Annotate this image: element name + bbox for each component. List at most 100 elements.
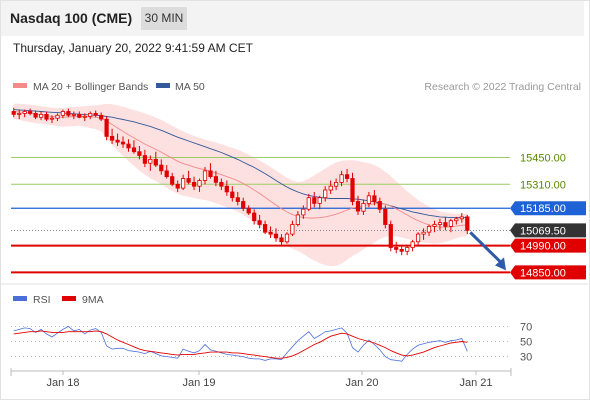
last-tag-3 xyxy=(510,223,586,238)
timeframe-button[interactable]: 30 MIN xyxy=(141,7,187,30)
ma20-line xyxy=(13,111,468,228)
x-axis-label: Jan 18 xyxy=(46,377,79,389)
candle xyxy=(142,155,147,164)
rsi-level-label-30: 30 xyxy=(520,352,532,364)
candle xyxy=(137,151,142,156)
candle xyxy=(27,111,33,114)
candle xyxy=(273,233,279,239)
candle xyxy=(60,111,66,116)
rsi-ma-legend-swatch xyxy=(62,296,76,301)
candle xyxy=(115,139,120,143)
ma50-legend-label: MA 50 xyxy=(175,81,205,93)
credit-text: Research © 2022 Trading Central xyxy=(424,81,581,93)
candle xyxy=(197,180,202,187)
candle xyxy=(415,233,421,243)
candle xyxy=(339,174,344,183)
candle xyxy=(317,197,322,204)
candle xyxy=(443,222,448,227)
candle xyxy=(377,201,382,210)
candle xyxy=(104,118,109,137)
rsi-legend-swatch xyxy=(13,296,27,301)
candle xyxy=(241,201,246,209)
resistance-label-0: 15450.00 xyxy=(520,152,566,164)
candle xyxy=(426,225,432,233)
candle xyxy=(394,247,399,250)
rsi-level-label-70: 70 xyxy=(520,321,532,333)
support-label-4: 14990.00 xyxy=(520,241,566,253)
candle xyxy=(372,195,377,202)
candle xyxy=(44,114,49,120)
candle xyxy=(290,224,295,235)
candle xyxy=(437,222,443,225)
candle xyxy=(262,224,268,233)
candle xyxy=(11,111,16,115)
bollinger-legend-label: MA 20 + Bollinger Bands xyxy=(33,81,148,93)
candle xyxy=(344,174,350,179)
header-bar: Nasdaq 100 (CME) 30 MIN xyxy=(0,0,584,36)
candle xyxy=(312,197,317,204)
candle xyxy=(126,143,131,149)
candle xyxy=(301,208,306,216)
rsi-ma-line xyxy=(13,330,468,359)
candle xyxy=(459,216,464,220)
candle xyxy=(17,113,22,115)
candle xyxy=(93,113,98,116)
x-axis-label: Jan 19 xyxy=(182,377,215,389)
candle xyxy=(55,114,60,119)
candle xyxy=(180,178,186,189)
candle xyxy=(191,181,197,187)
support-tag-4 xyxy=(510,238,586,253)
candle xyxy=(22,111,27,114)
support-tag-5 xyxy=(510,265,586,280)
candle xyxy=(350,178,355,202)
candle xyxy=(88,113,93,117)
candle xyxy=(383,208,388,225)
candle xyxy=(39,114,44,118)
candle xyxy=(159,164,164,172)
resistance-label-1: 15310.00 xyxy=(520,179,566,191)
candle xyxy=(120,141,126,145)
candle xyxy=(110,135,115,141)
candle xyxy=(252,212,257,222)
candle xyxy=(366,195,372,204)
forecast-arrow-head xyxy=(495,257,506,271)
candle xyxy=(71,114,76,116)
candle xyxy=(361,203,366,212)
candle xyxy=(224,185,229,193)
bollinger-band-area xyxy=(13,103,468,267)
instrument-title: Nasdaq 100 (CME) xyxy=(10,10,133,26)
candle xyxy=(175,183,180,189)
candle xyxy=(230,191,235,199)
candle xyxy=(164,170,169,177)
timestamp: Thursday, January 20, 2022 9:41:59 AM CE… xyxy=(13,41,253,55)
candle xyxy=(399,248,404,252)
candle xyxy=(410,241,415,248)
candle xyxy=(82,115,87,118)
candle xyxy=(33,113,38,118)
candle xyxy=(448,220,454,227)
forecast-arrow-shaft xyxy=(469,231,504,265)
candle xyxy=(465,216,470,231)
candle xyxy=(202,170,208,181)
x-axis-label: Jan 20 xyxy=(345,377,378,389)
candle xyxy=(295,214,301,225)
last-label-3: 15069.50 xyxy=(520,225,566,237)
candle xyxy=(49,117,55,120)
support-label-5: 14850.00 xyxy=(520,267,566,279)
x-axis-label: Jan 21 xyxy=(459,377,492,389)
ma50-legend-swatch xyxy=(156,83,170,88)
candle xyxy=(246,207,251,214)
candle xyxy=(153,158,158,166)
candle xyxy=(66,111,71,116)
candle xyxy=(208,170,213,177)
rsi-line xyxy=(13,325,468,362)
candle xyxy=(333,181,339,187)
candle xyxy=(257,220,262,225)
pivot-label-2: 15185.00 xyxy=(520,203,566,215)
candle xyxy=(148,158,153,164)
candle xyxy=(213,176,218,183)
rsi-level-label-50: 50 xyxy=(520,337,532,349)
candle xyxy=(284,233,290,243)
